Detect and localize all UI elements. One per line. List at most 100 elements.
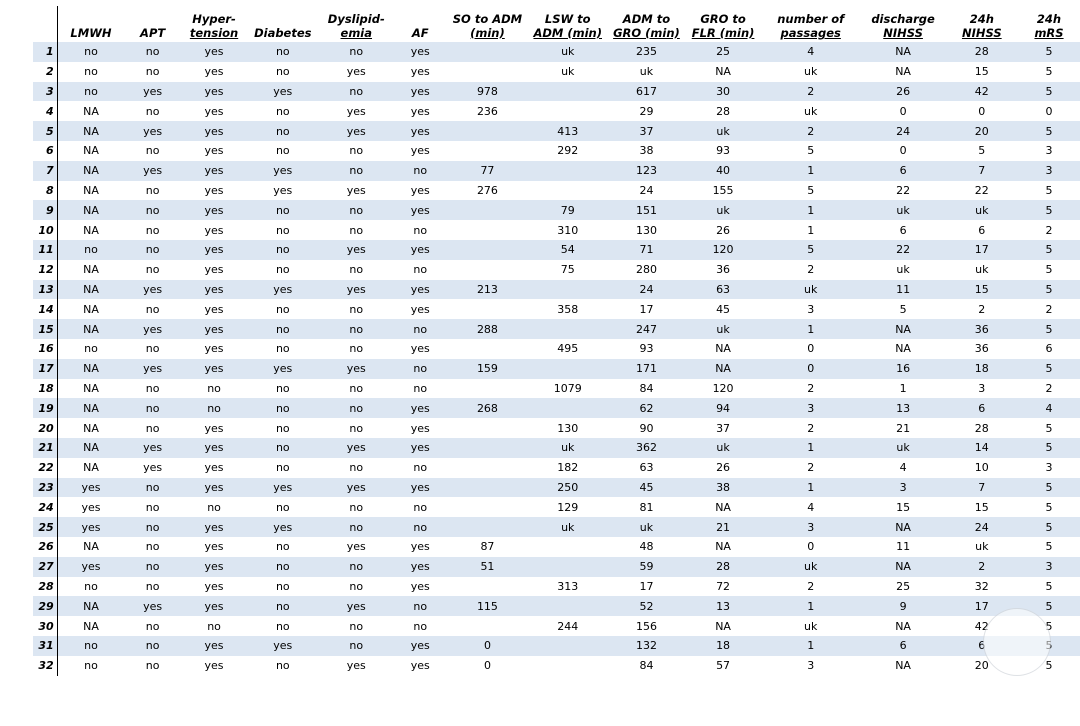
- table-cell: yes: [247, 81, 319, 102]
- column-header-line: (min): [470, 26, 505, 40]
- row-index: 1: [33, 42, 58, 62]
- table-cell: [528, 358, 608, 379]
- table-cell: yes: [180, 556, 248, 577]
- table-cell: [446, 121, 529, 141]
- table-cell: yes: [180, 42, 248, 62]
- table-cell: yes: [180, 160, 248, 181]
- table-row: 6 NA no yes no no yes 292 38 93 5 0 5 3: [33, 140, 1080, 161]
- row-index: 15: [33, 319, 58, 339]
- table-row: 11 no no yes no yes yes 54 71 120 5 22 17 5: [33, 239, 1080, 260]
- table-row: 10 NA no yes no no no 310 130 26 1 6 6 2: [33, 220, 1080, 240]
- table-cell: 5: [1045, 579, 1053, 593]
- table-row: 7 NA yes yes yes no no 77 123 40 1 6 7 3: [33, 160, 1080, 181]
- table-cell: no: [275, 144, 290, 158]
- table-cell: [447, 299, 529, 319]
- table-cell: yes: [394, 121, 447, 141]
- row-index: 27: [33, 556, 58, 577]
- table-cell: NA: [861, 556, 946, 577]
- row-index: 32: [33, 655, 58, 676]
- table-cell: yes: [318, 358, 395, 379]
- table-cell: uk: [804, 104, 818, 118]
- table-cell: 268: [446, 398, 529, 419]
- table-cell: 94: [685, 398, 761, 419]
- table-cell: 247: [607, 319, 686, 339]
- table-cell: no: [318, 517, 395, 537]
- table-cell: 5: [1018, 279, 1080, 300]
- table-cell: no: [318, 556, 395, 577]
- table-cell: yes: [180, 319, 248, 339]
- table-cell: 54: [528, 239, 608, 260]
- table-cell: 38: [685, 477, 761, 498]
- table-cell: 0: [807, 342, 815, 356]
- column-header: APT: [124, 6, 181, 42]
- table-cell: no: [145, 183, 160, 197]
- table-cell: 115: [446, 596, 529, 617]
- table-cell: [528, 319, 608, 339]
- table-cell: 17: [639, 302, 654, 316]
- table-cell: no: [275, 381, 290, 395]
- table-cell: 90: [639, 421, 654, 435]
- table-cell: 0: [446, 635, 529, 656]
- table-cell: NA: [83, 223, 99, 237]
- column-header-line: passages: [780, 26, 841, 40]
- table-cell: yes: [204, 263, 224, 277]
- table-cell: yes: [318, 477, 395, 498]
- patient-data-table: LMWH APT Hyper-tension Diabetes Dyslipid-emi…: [33, 6, 1080, 676]
- table-cell: no: [318, 398, 395, 419]
- table-cell: [528, 279, 608, 300]
- table-cell: yes: [180, 121, 248, 141]
- table-cell: 36: [945, 319, 1019, 339]
- table-cell: NA: [57, 200, 125, 221]
- table-cell: yes: [394, 239, 447, 260]
- column-header-line: ADM to: [622, 12, 671, 26]
- table-cell: no: [124, 42, 181, 62]
- column-header-line: number of: [777, 12, 845, 26]
- table-cell: yes: [180, 279, 248, 300]
- table-cell: [528, 181, 607, 201]
- table-cell: [528, 537, 607, 557]
- table-row: 3 no yes yes yes no yes 978 617 30 2 26 42 5: [33, 81, 1080, 102]
- table-cell: uk: [975, 263, 989, 277]
- row-index: 29: [33, 596, 58, 617]
- table-cell: yes: [124, 279, 181, 300]
- table-cell: 24: [639, 183, 654, 197]
- table-cell: uk: [804, 619, 818, 633]
- table-cell: 276: [476, 183, 498, 197]
- table-cell: 213: [446, 279, 529, 300]
- table-row: 12 NA no yes no no no 75 280 36 2 uk uk 5: [33, 259, 1080, 280]
- table-cell: no: [145, 421, 160, 435]
- table-cell: no: [349, 223, 364, 237]
- table-cell: 25: [685, 42, 761, 62]
- table-cell: no: [318, 200, 395, 221]
- table-cell: 63: [685, 279, 761, 300]
- table-row: 19 NA no no no no yes 268 62 94 3 13 6 4: [33, 398, 1080, 419]
- table-cell: no: [124, 398, 181, 419]
- table-row: 27 yes no yes no no yes 51 59 28 uk NA 2 3: [33, 556, 1080, 577]
- table-cell: NA: [57, 437, 125, 458]
- table-cell: no: [124, 556, 181, 577]
- table-cell: 5: [1018, 358, 1080, 379]
- table-cell: uk: [861, 200, 946, 221]
- table-cell: no: [247, 121, 319, 141]
- table-cell: 235: [607, 42, 686, 62]
- table-row: 25 yes no yes yes no no uk uk 21 3 NA 24 5: [33, 517, 1080, 537]
- table-cell: [446, 200, 529, 221]
- patient-data-table-container: LMWH APT Hyper-tension Diabetes Dyslipid-emi…: [33, 6, 1080, 676]
- table-cell: 2: [807, 263, 815, 277]
- table-row: 17 NA yes yes yes yes no 159 171 NA 0 16 18 5: [33, 358, 1080, 379]
- column-header: LSW to ADM (min): [528, 6, 607, 42]
- table-cell: 84: [639, 381, 654, 395]
- table-cell: no: [318, 160, 395, 181]
- table-cell: 2: [1045, 381, 1053, 395]
- table-cell: no: [394, 358, 447, 379]
- table-cell: yes: [180, 239, 248, 260]
- table-cell: no: [275, 461, 290, 475]
- table-cell: yes: [180, 358, 248, 379]
- table-cell: yes: [318, 279, 395, 300]
- table-cell: uk: [685, 319, 761, 339]
- table-cell: 1: [760, 635, 862, 656]
- table-cell: no: [275, 263, 290, 277]
- table-row: 31nonoyesyesnoyes0132181665: [33, 635, 1080, 656]
- column-header-line: Hyper-: [192, 12, 236, 26]
- table-cell: yes: [247, 358, 319, 379]
